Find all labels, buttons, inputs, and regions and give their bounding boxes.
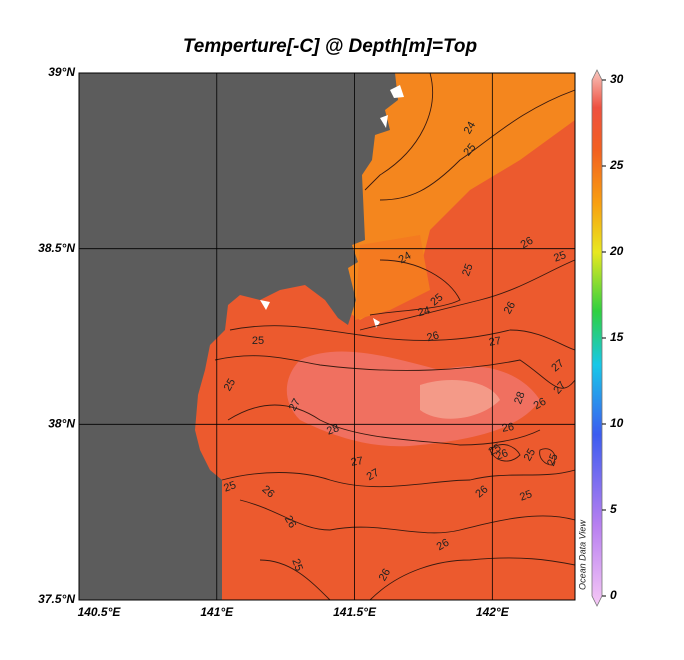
contour-line	[214, 355, 575, 389]
y-tick-label: 37.5°N	[38, 592, 75, 606]
x-tick-label: 141°E	[200, 605, 234, 619]
colorbar-tick-label: 10	[610, 416, 624, 430]
land	[79, 73, 398, 600]
x-tick-label: 142°E	[476, 605, 510, 619]
y-tick-label: 38°N	[48, 417, 75, 431]
contour-line	[229, 325, 575, 351]
colorbar-tick-label: 5	[610, 502, 617, 516]
x-tick-label: 140.5°E	[78, 605, 122, 619]
contour-label: 26	[282, 514, 299, 531]
contour-line	[239, 499, 575, 534]
contour-label: 25	[289, 557, 304, 573]
contour-line	[359, 259, 575, 331]
contour-label: 25	[460, 262, 475, 278]
x-tick-label: 141.5°E	[333, 605, 377, 619]
contour-line	[379, 89, 575, 201]
contour-line	[369, 259, 461, 316]
contour-label: 27	[365, 467, 382, 484]
map-title: Temperture[-C] @ Depth[m]=Top	[183, 36, 477, 57]
watermark: Ocean Data View	[577, 520, 587, 590]
contour-line	[364, 73, 433, 191]
cool-water	[355, 235, 430, 320]
warm-core	[420, 380, 500, 419]
contour-label: 26	[377, 567, 394, 584]
y-tick-label: 39°N	[48, 65, 75, 79]
contour-label: 25	[518, 488, 534, 503]
contour-label: 25	[487, 442, 504, 459]
contour-label: 26	[519, 235, 536, 252]
contour-label: 24	[397, 250, 414, 267]
contour-label: 25	[552, 249, 568, 264]
contour-label: 24	[462, 120, 479, 137]
contour-label: 26	[501, 421, 515, 435]
contour-label: 28	[325, 422, 341, 437]
colorbar	[591, 69, 603, 607]
contour-label: 26	[502, 300, 519, 317]
contour-label: 25	[222, 479, 238, 494]
colorbar-tick-label: 15	[610, 330, 624, 344]
contour-label: 27	[350, 455, 364, 469]
contour-line	[221, 469, 575, 488]
contour-label: 25	[545, 452, 560, 468]
contour-label: 25	[522, 447, 539, 464]
colorbar-tick-label: 0	[610, 588, 617, 602]
warm-water	[286, 351, 540, 447]
contour-label: 25	[222, 377, 239, 394]
contour-label: 26	[435, 537, 452, 554]
colorbar-tick-label: 30	[610, 72, 624, 86]
contour-label: 27	[287, 397, 304, 414]
colorbar-tick-label: 25	[609, 158, 624, 172]
contour-label: 28	[512, 390, 527, 406]
contour-label: 26	[532, 396, 549, 413]
contour-line	[259, 557, 575, 600]
contour-line	[489, 444, 556, 466]
contour-label: 25	[252, 335, 264, 347]
contour-label: 27	[488, 335, 502, 349]
contour-label: 26	[426, 330, 441, 345]
colorbar-tick-label: 20	[609, 244, 624, 258]
y-tick-label: 38.5°N	[38, 241, 75, 255]
contour-line	[227, 404, 541, 446]
contour-label: 26	[494, 447, 510, 462]
contour-label: 24	[417, 305, 432, 320]
